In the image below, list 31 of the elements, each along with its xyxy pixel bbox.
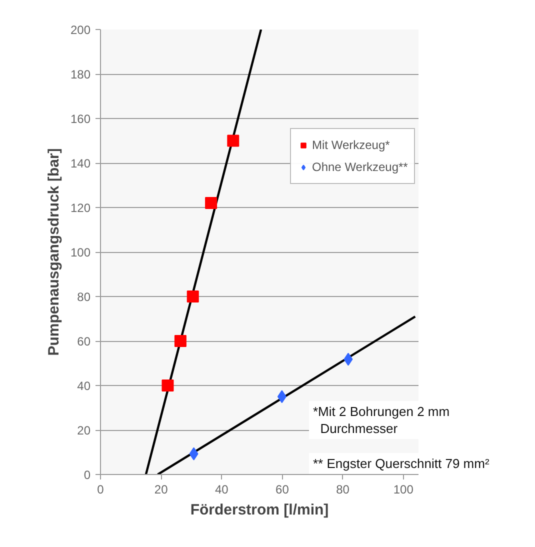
x-tick-label: 100 [393,482,414,496]
point [205,197,218,210]
x-tick-label: 20 [154,482,168,496]
x-tick-label: 40 [214,482,229,496]
y-tick-label: 20 [77,424,91,438]
point [277,390,286,404]
x-tick-label: 0 [97,482,104,496]
y-tick-label: 180 [70,68,91,82]
point [162,380,174,392]
annotation: ** Engster Querschnitt 79 mm² [313,455,490,472]
y-tick-label: 60 [77,334,91,348]
y-tick-label: 40 [77,379,91,393]
y-tick-label: 200 [70,23,91,37]
y-tick-label: 160 [70,112,91,126]
annotation: *Mit 2 Bohrungen 2 mm Durchmesser [313,403,450,437]
x-tick-label: 80 [336,482,350,496]
y-tick-label: 120 [70,201,91,215]
y-axis-title: Pumpenausgangsdruck [bar] [45,148,62,356]
legend-label: Mit Werkzeug* [312,138,390,152]
point [227,134,240,147]
point [344,352,353,366]
x-tick-label: 60 [276,482,290,496]
point [174,335,186,347]
point [189,447,198,460]
y-tick-label: 100 [70,246,91,260]
y-tick-label: 80 [77,290,91,304]
x-axis-title: Förderstrom [l/min] [190,502,329,518]
legend-label: Ohne Werkzeug** [312,160,408,174]
point [186,290,199,302]
y-tick-label: 140 [70,156,91,170]
y-tick-label: 0 [84,468,91,482]
